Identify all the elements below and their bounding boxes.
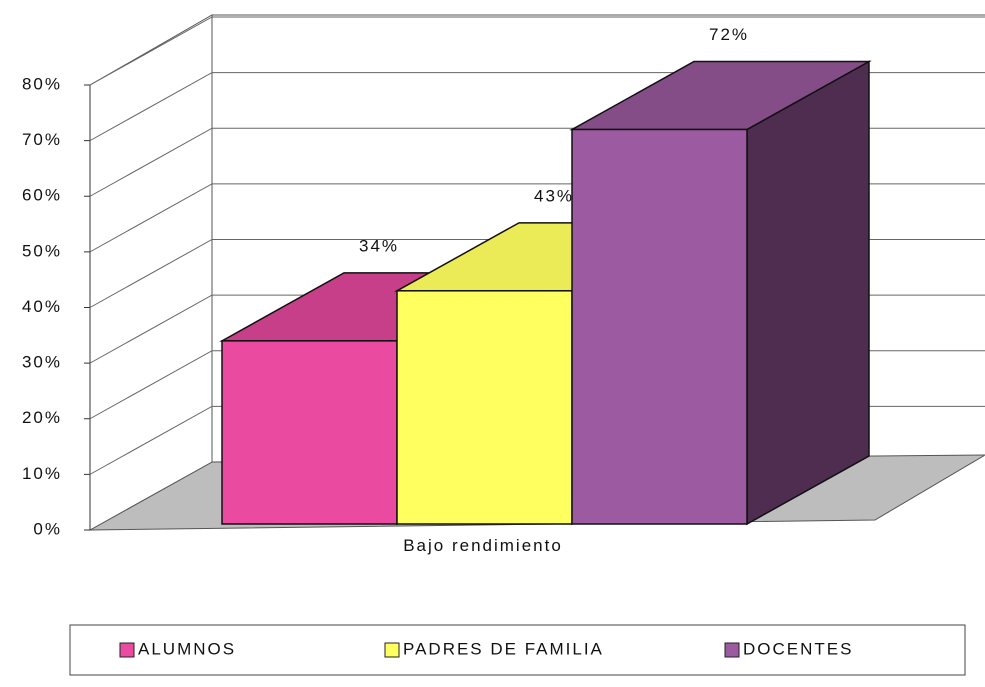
y-tick-label: 50%	[22, 241, 62, 260]
legend-label: ALUMNOS	[138, 639, 236, 658]
value-label: 72%	[709, 25, 749, 44]
y-tick-label: 70%	[22, 130, 62, 149]
y-tick-label: 10%	[22, 464, 62, 483]
legend-label: PADRES DE FAMILIA	[403, 639, 604, 658]
value-label: 34%	[359, 236, 399, 255]
legend-label: DOCENTES	[743, 639, 853, 658]
y-tick-label: 20%	[22, 408, 62, 427]
legend-swatch	[384, 642, 400, 658]
grid-line	[89, 16, 985, 86]
legend-swatch	[724, 642, 740, 658]
bar	[396, 290, 573, 525]
y-tick-label: 30%	[22, 353, 62, 372]
side-wall	[89, 14, 213, 531]
bar	[571, 128, 748, 525]
legend-box	[69, 624, 966, 676]
legend-swatch	[119, 642, 135, 658]
y-tick-label: 80%	[22, 74, 62, 93]
value-label: 43%	[534, 186, 574, 205]
y-tick-label: 0%	[33, 519, 62, 538]
category-label: Bajo rendimiento	[403, 536, 563, 555]
bar-side	[746, 60, 870, 526]
y-tick-label: 60%	[22, 186, 62, 205]
y-tick-label: 40%	[22, 297, 62, 316]
bar	[221, 340, 398, 525]
